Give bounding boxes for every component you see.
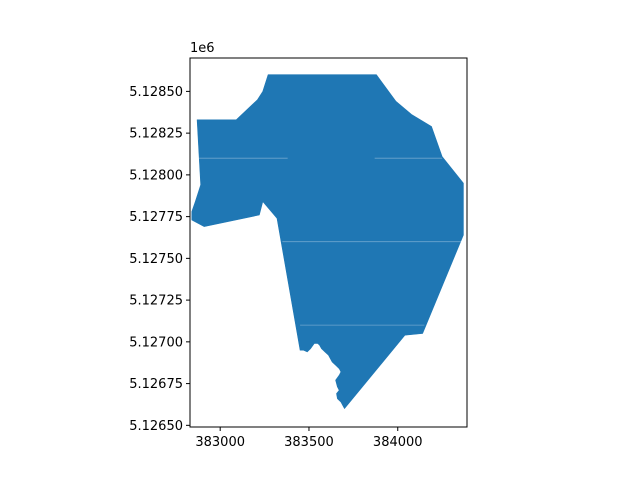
axes-border	[189, 57, 468, 428]
map-layer	[191, 74, 464, 409]
y-tick-label: 5.12800	[129, 168, 183, 183]
x-tick-label: 383500	[284, 435, 334, 450]
x-tick-label: 384000	[373, 435, 423, 450]
y-axis: 5.12650 5.12675 5.12700 5.12725 5.12750 5.127…	[129, 85, 190, 434]
y-tick-label: 5.12775	[129, 210, 183, 225]
x-tick-label: 383000	[195, 435, 245, 450]
map-polygon	[191, 74, 464, 409]
y-offset-label: 1e6	[190, 41, 215, 56]
y-tick-label: 5.12825	[129, 127, 183, 142]
y-tick-label: 5.12700	[129, 335, 183, 350]
y-tick-label: 5.12750	[129, 252, 183, 267]
y-tick-label: 5.12850	[129, 85, 183, 100]
y-tick-label: 5.12725	[129, 294, 183, 309]
y-tick-label: 5.12675	[129, 377, 183, 392]
y-tick-label: 5.12650	[129, 419, 183, 434]
axes-frame	[189, 57, 468, 428]
x-axis: 383000 383500 384000	[195, 427, 423, 450]
